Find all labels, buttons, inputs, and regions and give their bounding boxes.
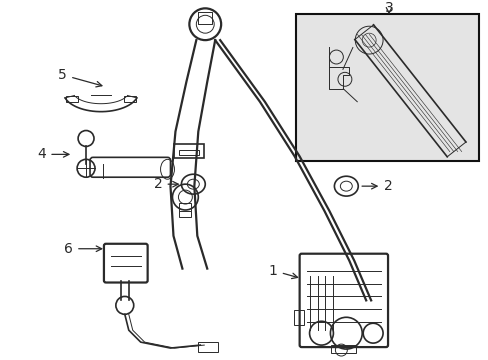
Bar: [66, 96, 78, 102]
Bar: [198, 342, 218, 352]
Text: 2: 2: [154, 177, 178, 191]
Text: 3: 3: [384, 1, 393, 15]
Bar: [123, 96, 136, 102]
Bar: [179, 150, 199, 156]
Text: 5: 5: [58, 68, 102, 87]
Bar: [331, 345, 356, 353]
Text: 4: 4: [38, 147, 69, 161]
Bar: [174, 144, 204, 158]
Bar: [293, 310, 303, 325]
Text: 1: 1: [268, 264, 297, 279]
Bar: [295, 14, 478, 161]
Text: 6: 6: [64, 242, 102, 256]
Text: 2: 2: [361, 179, 392, 193]
Bar: [179, 203, 191, 217]
